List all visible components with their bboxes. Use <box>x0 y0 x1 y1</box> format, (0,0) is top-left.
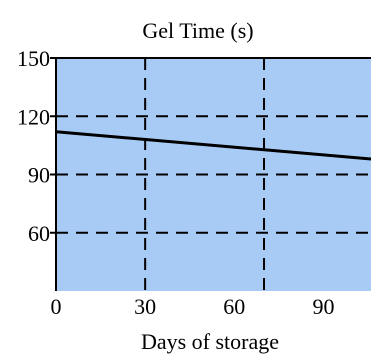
data-lines <box>55 130 371 161</box>
y-tick-label: 120 <box>17 104 50 129</box>
chart-title: Gel Time (s) <box>142 18 253 43</box>
y-tick-label: 60 <box>28 221 50 246</box>
x-axis-label: Days of storage <box>141 329 279 354</box>
x-tick-label: 90 <box>312 294 334 319</box>
y-tick-label: 150 <box>17 46 50 71</box>
series-line <box>55 130 371 161</box>
x-tick-label: 60 <box>223 294 245 319</box>
tick-labels: 60 90 120 150 0 30 60 90 <box>17 46 334 319</box>
x-tick-label: 0 <box>51 294 62 319</box>
x-tick-label: 30 <box>134 294 156 319</box>
y-tick-label: 90 <box>28 163 50 188</box>
grid-lines <box>56 58 371 291</box>
